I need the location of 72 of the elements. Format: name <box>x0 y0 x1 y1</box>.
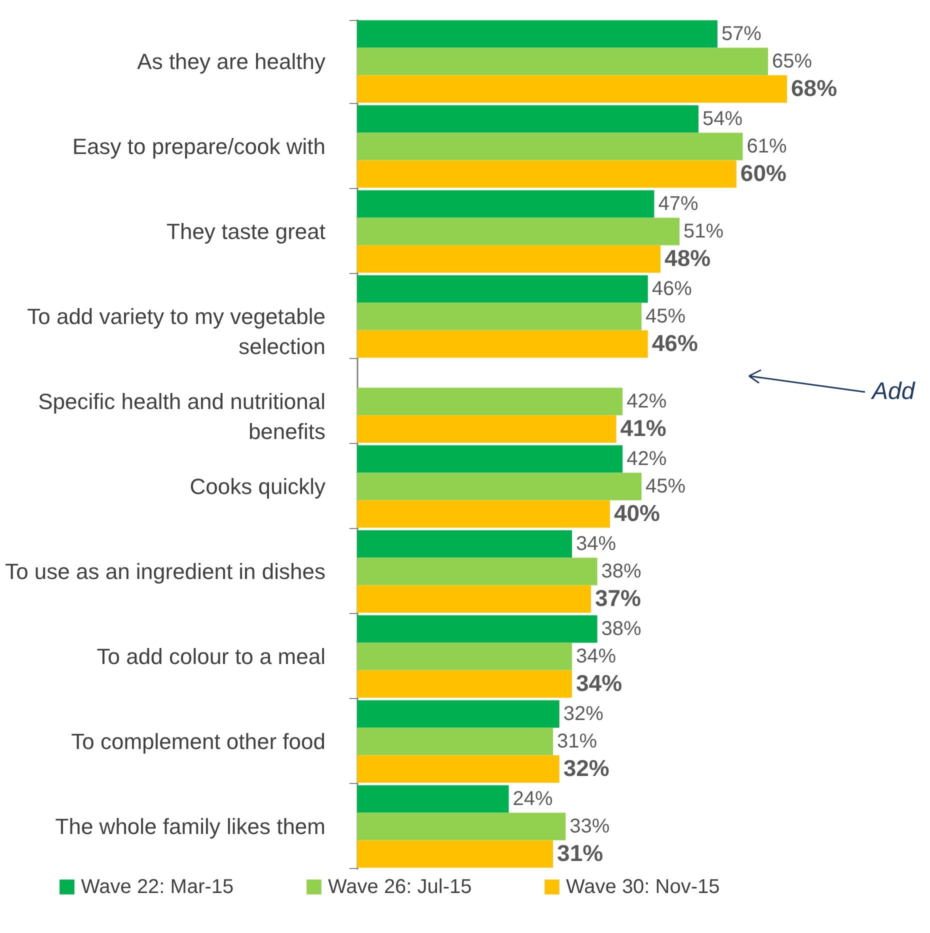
bar <box>357 302 642 330</box>
data-label: 68% <box>791 74 838 101</box>
data-label: 31% <box>557 730 598 752</box>
data-label: 38% <box>601 560 642 582</box>
bar <box>357 812 566 840</box>
bar <box>357 105 698 133</box>
bar <box>357 245 661 273</box>
bar <box>357 20 718 48</box>
bar <box>357 132 743 160</box>
data-label: 40% <box>614 500 660 526</box>
bar <box>357 728 554 756</box>
data-label: 46% <box>652 278 692 300</box>
bar <box>357 218 680 246</box>
bar <box>357 445 623 473</box>
bar <box>357 472 642 500</box>
bar <box>357 160 736 188</box>
y-tick-label: Cooks quickly <box>190 474 326 499</box>
data-label: 60% <box>740 160 786 186</box>
data-label: 47% <box>658 193 698 216</box>
bar <box>357 615 598 643</box>
y-tick-label: To add variety to my vegetable selection <box>27 304 326 359</box>
y-tick-label: To add colour to a meal <box>96 644 326 669</box>
y-tick-label: The whole family likes them <box>55 814 326 839</box>
legend-label: Wave 30: Nov-15 <box>566 876 720 898</box>
y-tick-label: To complement other food <box>71 729 326 754</box>
bar <box>357 48 768 76</box>
data-label: 61% <box>746 136 787 158</box>
data-label: 41% <box>620 414 666 441</box>
data-label: 54% <box>702 108 743 130</box>
bar <box>357 840 554 868</box>
data-label: 46% <box>652 330 698 356</box>
data-label: 57% <box>721 23 762 46</box>
data-label: 32% <box>563 754 610 781</box>
y-tick-label: As they are healthy <box>137 49 326 74</box>
bar <box>357 275 648 303</box>
data-label: 34% <box>576 533 616 556</box>
bar <box>357 700 560 728</box>
bar <box>357 500 610 528</box>
y-tick-label: To use as an ingredient in dishes <box>5 559 326 584</box>
legend-label: Wave 22: Mar-15 <box>81 876 234 898</box>
data-label: 45% <box>646 476 686 498</box>
data-label: 34% <box>576 670 622 696</box>
bar <box>357 670 572 698</box>
data-label: 51% <box>684 220 724 242</box>
data-label: 24% <box>512 788 554 810</box>
data-label: 65% <box>772 50 812 72</box>
data-label: 42% <box>626 390 667 412</box>
bar <box>357 785 509 813</box>
text: Add <box>872 378 915 406</box>
legend-label: Wave 26: Jul-15 <box>328 876 472 898</box>
data-label: 34% <box>576 646 616 668</box>
data-label: 45% <box>646 306 686 328</box>
data-label: 37% <box>594 584 642 611</box>
bar <box>357 755 560 783</box>
y-tick-label: They taste great <box>166 219 326 244</box>
y-tick-label: Easy to prepare/cook with <box>72 134 326 159</box>
bar <box>357 415 616 443</box>
data-label: 33% <box>570 816 610 838</box>
bar <box>357 530 572 558</box>
bar <box>357 558 598 586</box>
data-label: 31% <box>557 840 604 866</box>
bar <box>357 585 591 613</box>
data-label: 32% <box>563 703 604 726</box>
data-label: 42% <box>626 448 667 470</box>
bar <box>357 388 623 416</box>
bar <box>357 642 572 670</box>
bar <box>357 190 654 218</box>
bar <box>357 75 787 103</box>
bar <box>357 330 648 358</box>
data-label: 38% <box>601 618 642 640</box>
data-label: 48% <box>664 244 711 271</box>
y-tick-label: Specific health and nutritional benefits <box>38 389 326 444</box>
